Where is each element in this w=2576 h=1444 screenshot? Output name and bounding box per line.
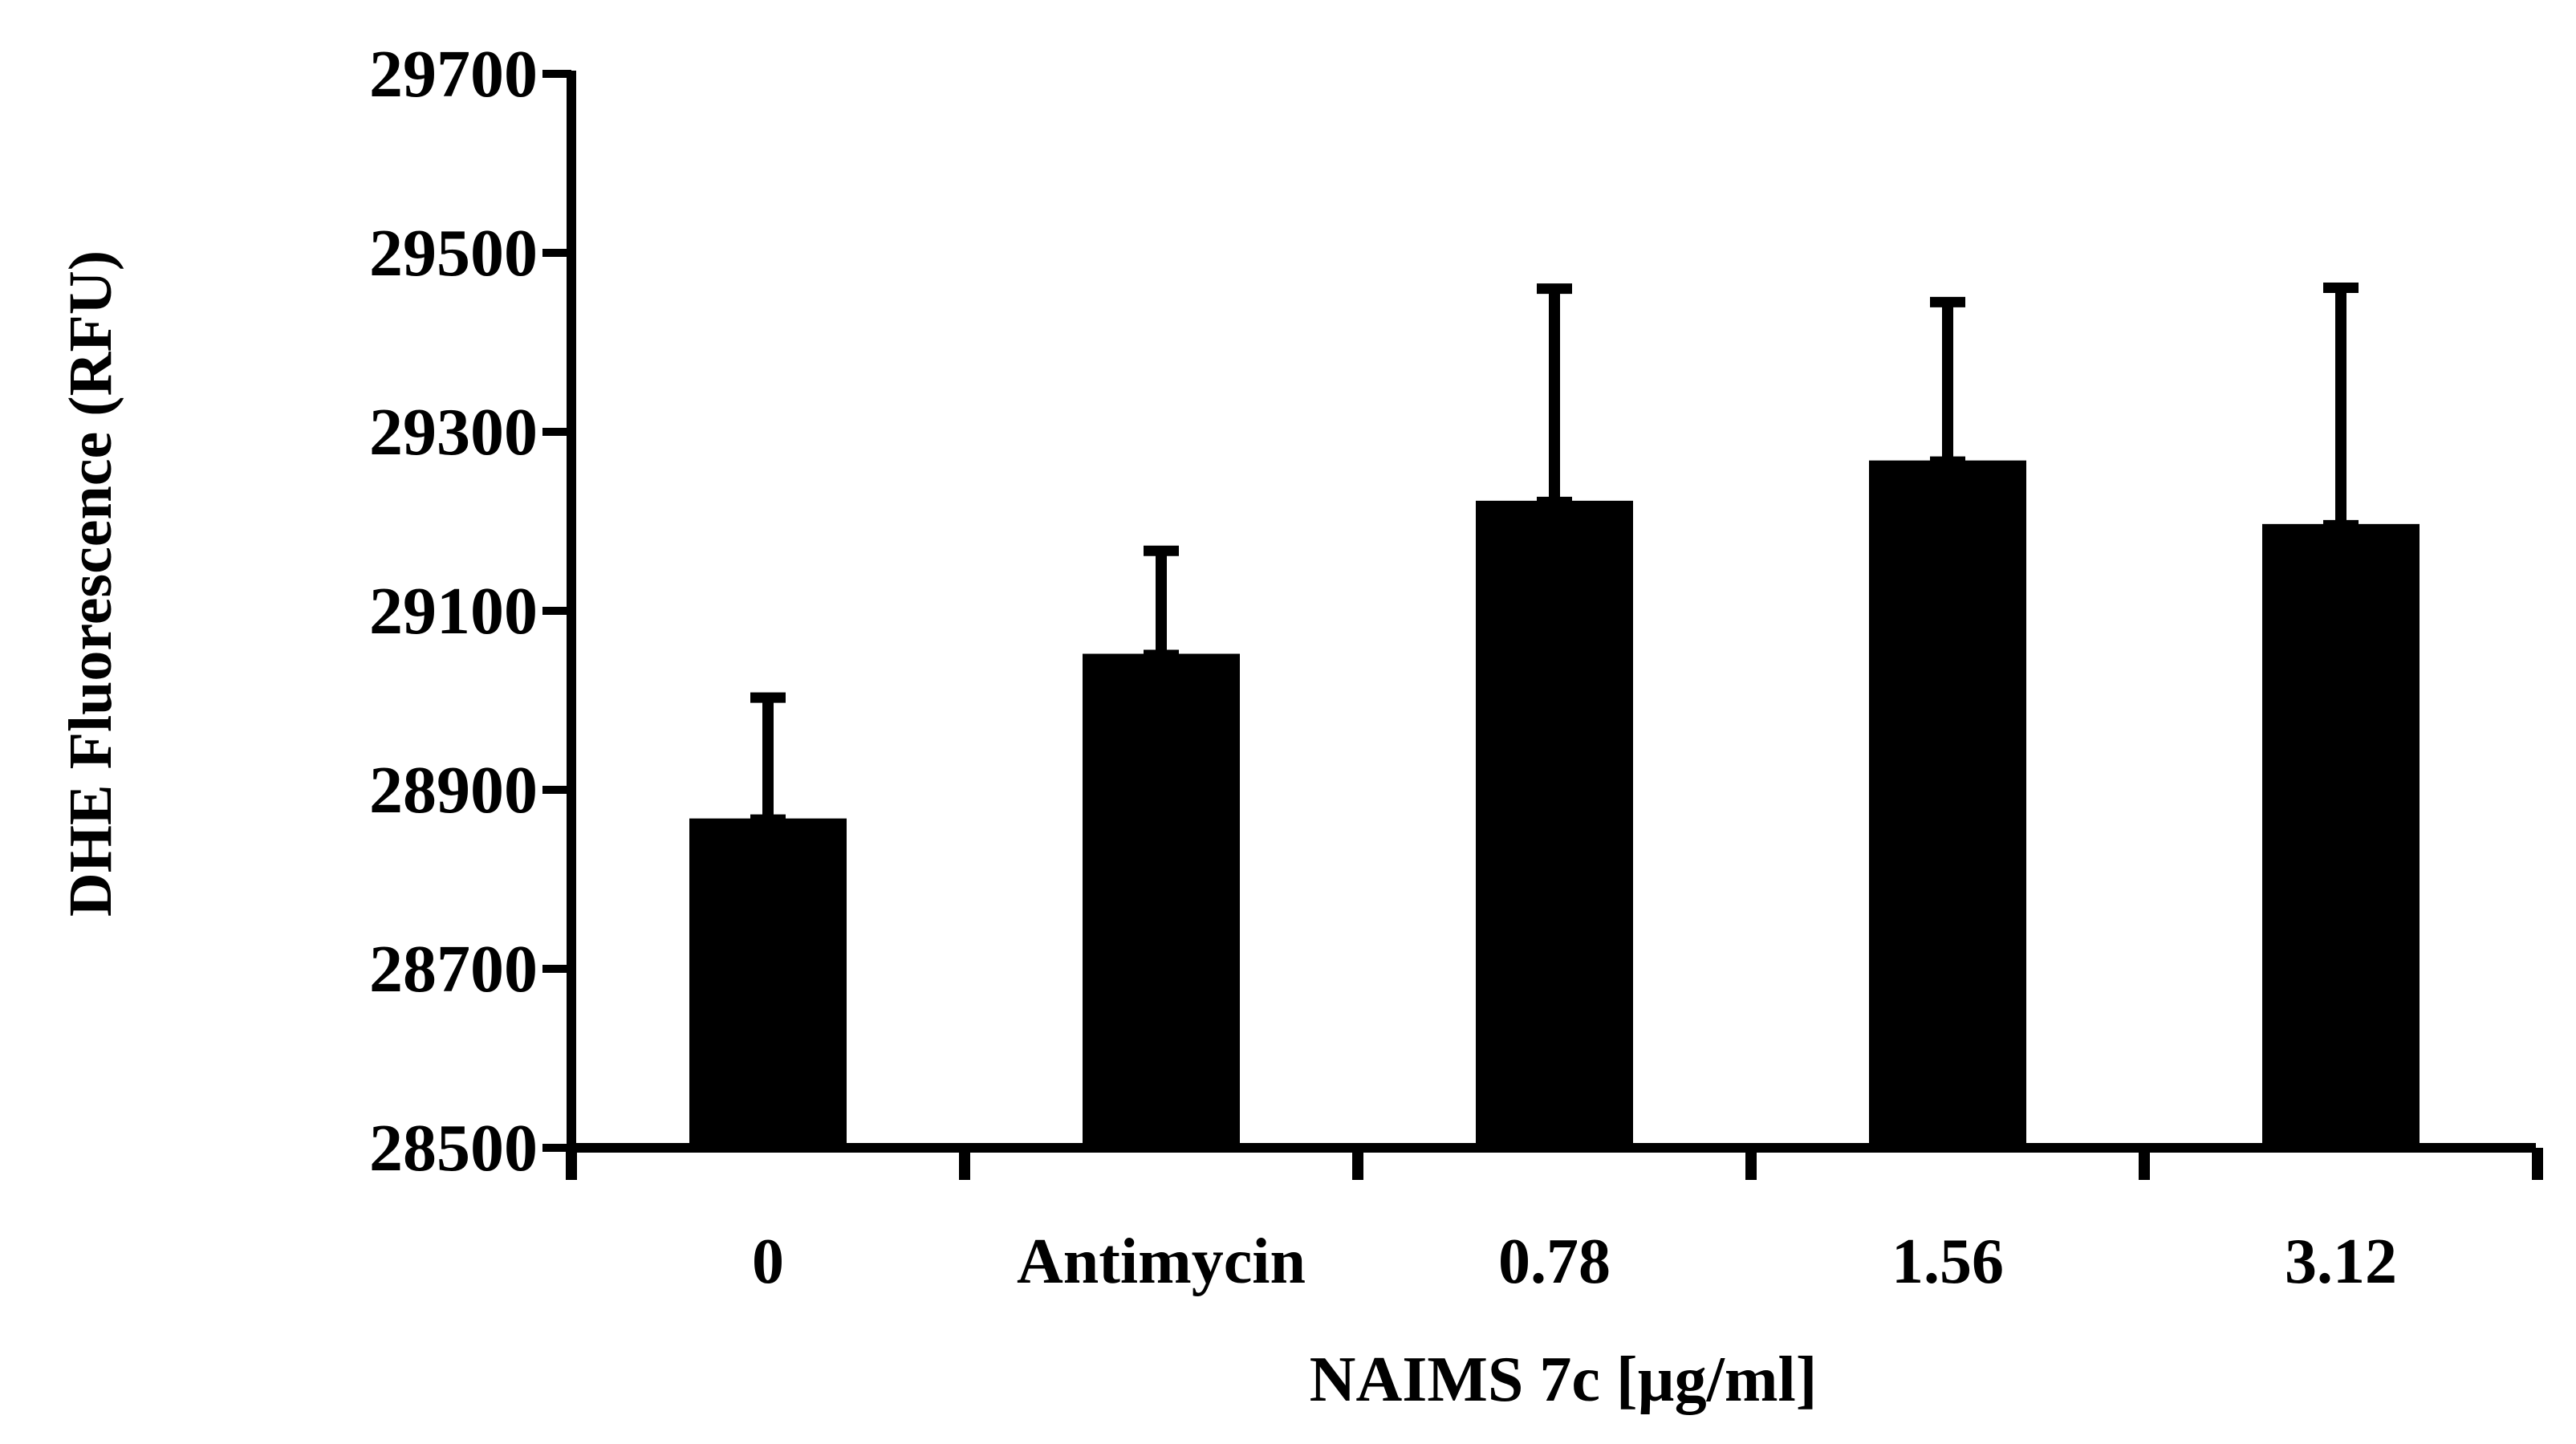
x-tick-label-1.56: 1.56 — [1891, 1226, 2004, 1297]
x-tick-labels: 0 Antimycin 0.78 1.56 3.12 — [752, 1226, 2397, 1297]
y-axis-title: DHE Fluorescence (RFU) — [57, 250, 124, 917]
x-tick-label-0.78: 0.78 — [1498, 1226, 1611, 1297]
bar-1.56 — [1869, 460, 2026, 1148]
y-tick-label-29300: 29300 — [369, 395, 538, 470]
y-tick-label-28900: 28900 — [369, 753, 538, 828]
y-tick-label-28700: 28700 — [369, 932, 538, 1007]
x-tick-label-0: 0 — [752, 1226, 784, 1297]
bar-Antimycin — [1083, 653, 1240, 1148]
y-tick-label-29700: 29700 — [369, 37, 538, 112]
bar-0 — [689, 818, 847, 1148]
bars — [689, 460, 2420, 1148]
x-tick-label-3.12: 3.12 — [2285, 1226, 2397, 1297]
x-axis-title: NAIMS 7c [µg/ml] — [1310, 1344, 1818, 1415]
error-bars — [750, 282, 2359, 823]
axes — [542, 70, 2543, 1180]
x-tick-label-Antimycin: Antimycin — [1017, 1226, 1306, 1297]
y-tick-label-29500: 29500 — [369, 216, 538, 291]
bar-3.12 — [2262, 523, 2420, 1148]
bar-0.78 — [1476, 500, 1633, 1148]
y-tick-label-28500: 28500 — [369, 1111, 538, 1186]
y-tick-label-29100: 29100 — [369, 574, 538, 649]
y-tick-labels: 28500 28700 28900 29100 29300 29500 29700 — [369, 37, 538, 1186]
